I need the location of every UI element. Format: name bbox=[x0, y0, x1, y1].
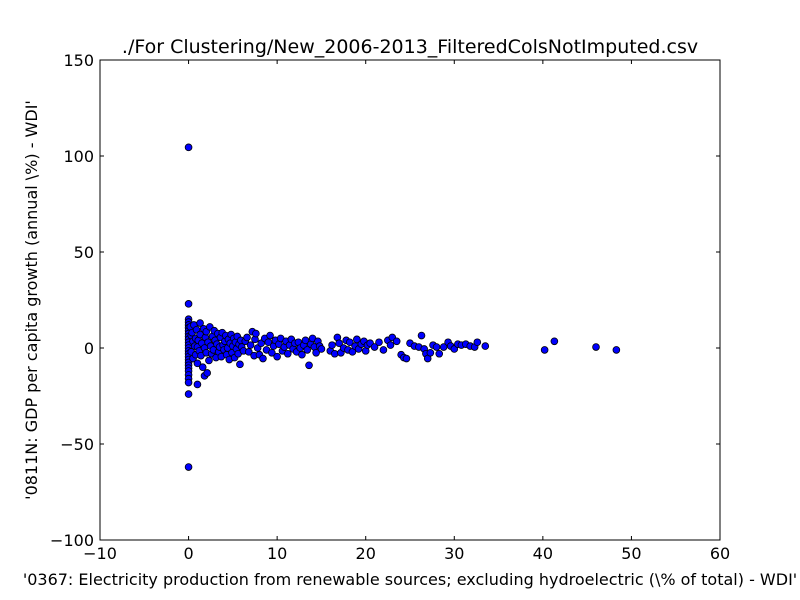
data-point bbox=[184, 390, 193, 398]
x-tick-label: −10 bbox=[83, 544, 117, 563]
data-point bbox=[435, 349, 444, 358]
plot-area-frame bbox=[99, 59, 721, 541]
data-point bbox=[259, 354, 267, 363]
y-tick-label: −100 bbox=[50, 531, 94, 550]
y-tick-label: 0 bbox=[84, 339, 94, 358]
x-tick-label: 10 bbox=[267, 544, 287, 563]
x-tick-label: 40 bbox=[533, 544, 553, 563]
x-tick-label: 60 bbox=[710, 544, 730, 563]
data-point bbox=[303, 346, 312, 354]
data-point bbox=[273, 352, 281, 361]
data-point bbox=[317, 345, 326, 353]
y-axis-ticks: −100 −50 0 50 100 150 bbox=[50, 51, 720, 550]
scatter-points bbox=[184, 143, 621, 471]
data-point bbox=[193, 359, 202, 368]
data-point bbox=[305, 361, 313, 370]
data-point bbox=[345, 338, 354, 347]
data-point bbox=[370, 343, 379, 351]
y-tick-label: 50 bbox=[74, 243, 94, 262]
data-point bbox=[298, 350, 306, 359]
data-point bbox=[203, 369, 211, 377]
data-point bbox=[330, 349, 339, 358]
data-point bbox=[193, 380, 202, 389]
data-point bbox=[439, 343, 448, 351]
data-point bbox=[353, 335, 361, 344]
data-point bbox=[301, 336, 310, 345]
y-tick-label: −50 bbox=[60, 435, 94, 454]
x-axis-ticks: −10 0 10 20 30 40 50 60 bbox=[83, 60, 730, 563]
data-point bbox=[283, 349, 292, 358]
data-point bbox=[328, 341, 336, 349]
data-point bbox=[312, 348, 320, 357]
x-tick-label: 20 bbox=[356, 544, 376, 563]
data-point bbox=[246, 341, 255, 349]
data-point bbox=[196, 319, 204, 327]
data-point bbox=[205, 356, 213, 365]
x-tick-label: 50 bbox=[621, 544, 641, 563]
chart-title: ./For Clustering/New_2006-2013_FilteredC… bbox=[122, 36, 698, 58]
data-point bbox=[184, 378, 193, 387]
data-point bbox=[386, 341, 395, 349]
y-tick-label: 150 bbox=[63, 51, 94, 70]
data-point bbox=[198, 363, 207, 372]
data-point bbox=[379, 346, 388, 354]
data-point bbox=[592, 343, 600, 351]
data-point bbox=[481, 342, 490, 350]
x-tick-label: 0 bbox=[183, 544, 193, 563]
data-point bbox=[184, 300, 193, 308]
data-point bbox=[550, 337, 559, 346]
data-point bbox=[392, 337, 401, 346]
data-point bbox=[335, 339, 343, 348]
data-point bbox=[402, 354, 411, 363]
data-point bbox=[540, 346, 549, 354]
data-point bbox=[266, 331, 274, 340]
data-point bbox=[473, 338, 482, 347]
data-point bbox=[432, 343, 441, 351]
data-point bbox=[417, 331, 426, 340]
y-axis-label: '0811N: GDP per capita growth (annual \%… bbox=[22, 100, 41, 500]
data-point bbox=[426, 348, 435, 357]
x-axis-label: '0367: Electricity production from renew… bbox=[23, 570, 797, 589]
data-point bbox=[375, 338, 383, 347]
data-point bbox=[243, 333, 251, 342]
data-point bbox=[612, 346, 621, 354]
data-point bbox=[252, 329, 260, 338]
x-tick-label: 30 bbox=[444, 544, 464, 563]
data-point bbox=[184, 463, 193, 471]
data-point bbox=[184, 143, 193, 152]
data-point bbox=[236, 360, 244, 369]
y-tick-label: 100 bbox=[63, 147, 94, 166]
